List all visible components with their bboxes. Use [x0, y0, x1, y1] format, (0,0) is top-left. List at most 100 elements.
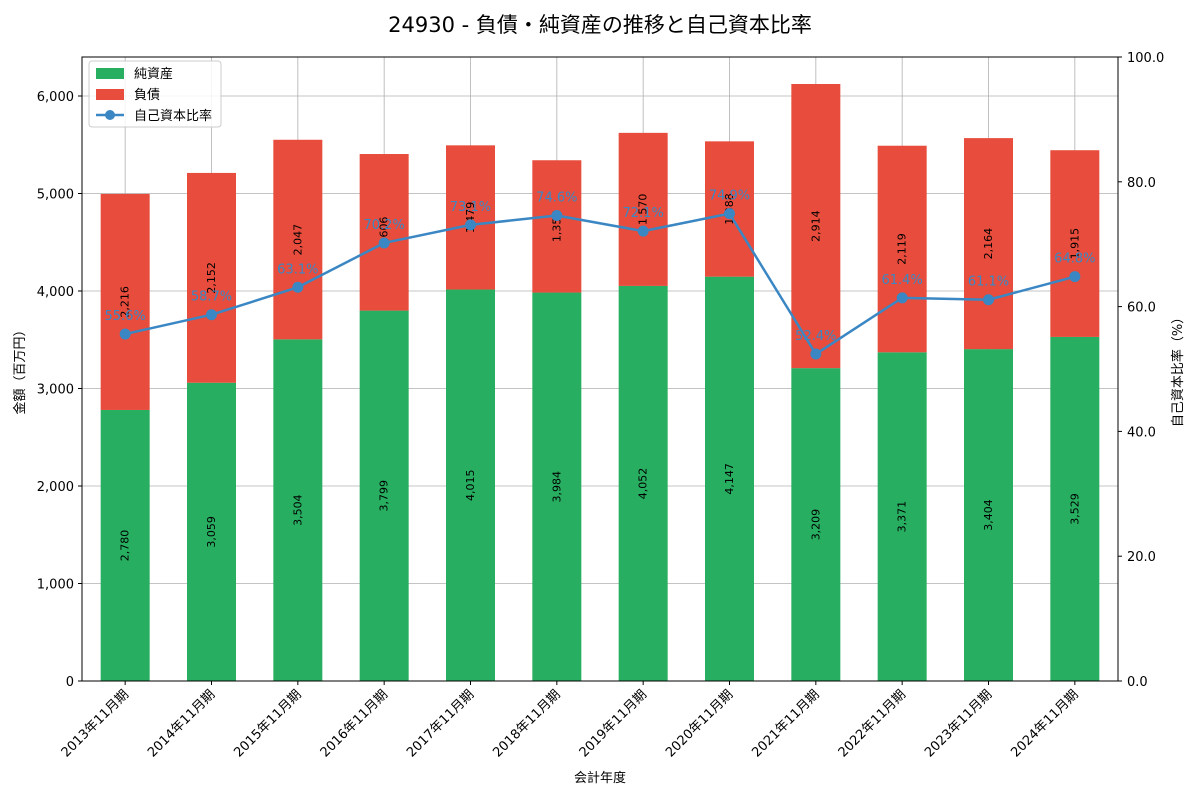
legend-swatch-net-assets [96, 68, 124, 79]
x-tick-label-10: 2023年11月期 [922, 687, 995, 760]
bars-layer [100, 84, 1100, 681]
bar-label-net-assets-3: 3,799 [378, 480, 391, 512]
equity-ratio-label-7: 74.9% [709, 189, 750, 204]
y2-tick-label-3: 60.0 [1127, 301, 1156, 316]
bar-label-net-assets-11: 3,529 [1068, 493, 1081, 525]
equity-ratio-point-8 [810, 348, 822, 360]
x-tick-label-9: 2022年11月期 [836, 687, 909, 760]
bar-net-assets-8 [791, 368, 841, 681]
bar-liabilities-9 [877, 145, 927, 353]
equity-ratio-point-5 [551, 209, 563, 221]
x-tick-label-3: 2016年11月期 [318, 687, 391, 760]
equity-ratio-label-3: 70.2% [364, 218, 405, 233]
x-tick-label-2: 2015年11月期 [231, 687, 304, 760]
bar-label-net-assets-1: 3,059 [205, 516, 218, 548]
legend-label-net-assets: 純資産 [134, 66, 173, 82]
equity-ratio-label-1: 58.7% [191, 290, 232, 305]
y-tick-label-3: 3,000 [37, 383, 74, 398]
bar-liabilities-6 [618, 132, 668, 286]
x-tick-label-6: 2019年11月期 [577, 687, 650, 760]
equity-ratio-point-4 [465, 219, 476, 231]
x-tick-label-5: 2018年11月期 [490, 687, 563, 760]
bar-net-assets-2 [273, 339, 323, 681]
equity-ratio-line [124, 212, 1076, 356]
y2-tick-label-4: 80.0 [1127, 176, 1156, 191]
y2-tick-label-0: 0.0 [1127, 675, 1148, 690]
bar-liabilities-2 [273, 139, 323, 340]
legend: 純資産 負債 自己資本比率 [88, 60, 222, 128]
x-tick-label-0: 2013年11月期 [59, 687, 132, 760]
equity-ratio-point-3 [378, 237, 390, 249]
bar-label-net-assets-9: 3,371 [896, 501, 909, 533]
bar-net-assets-7 [705, 276, 754, 681]
bar-liabilities-1 [187, 172, 236, 383]
x-tick-label-1: 2014年11月期 [145, 687, 218, 760]
y-tick-label-6: 6,000 [37, 90, 74, 105]
bar-label-liabilities-10: 2,164 [982, 228, 995, 259]
x-axis-label: 会計年度 [574, 770, 626, 786]
bar-label-net-assets-8: 3,209 [809, 509, 822, 541]
equity-ratio-label-6: 72.1% [623, 206, 664, 221]
bar-label-net-assets-10: 3,404 [982, 499, 995, 531]
x-tick-label-7: 2020年11月期 [663, 687, 736, 760]
chart-title: 24930 - 負債・純資産の推移と自己資本比率 [388, 13, 812, 37]
equity-ratio-label-0: 55.6% [105, 309, 146, 324]
bar-liabilities-8 [791, 84, 841, 369]
x-tick-label-8: 2021年11月期 [749, 687, 822, 760]
bar-net-assets-3 [359, 310, 409, 681]
grid-layer [82, 57, 1118, 682]
legend-label-liabilities: 負債 [134, 88, 160, 103]
equity-ratio-label-2: 63.1% [277, 262, 318, 277]
y-axis-label: 金額（百万円） [12, 323, 28, 414]
equity-ratio-point-10 [983, 294, 994, 306]
equity-ratio-point-2 [292, 281, 304, 293]
bar-net-assets-4 [446, 289, 495, 681]
bar-liabilities-3 [359, 154, 409, 311]
y-tick-label-2: 2,000 [37, 480, 74, 495]
y-tick-label-4: 4,000 [37, 285, 74, 300]
y2-axis-label: 自己資本比率（%） [1170, 311, 1186, 427]
equity-ratio-point-6 [637, 225, 649, 237]
bar-label-liabilities-8: 2,914 [809, 210, 822, 242]
x-tick-label-4: 2017年11月期 [404, 687, 477, 760]
equity-ratio-point-0 [119, 328, 131, 340]
equity-ratio-label-9: 61.4% [882, 273, 923, 288]
y-tick-label-5: 5,000 [37, 188, 74, 203]
equity-ratio-label-8: 52.4% [795, 329, 836, 344]
y-tick-label-1: 1,000 [37, 578, 74, 593]
line-layer: 55.6% 58.7% 63.1% 70.2% 73.1% 74.6% 72.1% 74.9%… [105, 189, 1095, 360]
bar-label-liabilities-9: 2,119 [896, 233, 909, 265]
y-tick-label-0: 0 [66, 675, 74, 690]
equity-ratio-label-5: 74.6% [536, 190, 577, 205]
bar-label-liabilities-0: 2,216 [119, 286, 132, 318]
x-tick-label-11: 2024年11月期 [1008, 687, 1081, 760]
bar-label-net-assets-2: 3,504 [291, 494, 304, 526]
bar-label-net-assets-7: 4,147 [723, 463, 736, 495]
equity-ratio-point-11 [1069, 271, 1081, 283]
y2-tick-label-2: 40.0 [1127, 425, 1156, 440]
equity-ratio-label-10: 61.1% [968, 275, 1009, 290]
equity-ratio-label-4: 73.1% [450, 200, 491, 215]
bar-liabilities-10 [964, 138, 1013, 350]
bar-liabilities-0 [100, 193, 150, 410]
bar-liabilities-5 [532, 160, 582, 293]
bar-label-liabilities-1: 2,152 [205, 262, 218, 294]
bar-label-net-assets-4: 4,015 [464, 470, 477, 502]
legend-swatch-liabilities [96, 89, 124, 100]
bar-net-assets-5 [532, 292, 582, 681]
equity-ratio-point-9 [896, 292, 908, 304]
bar-net-assets-10 [964, 349, 1013, 681]
equity-ratio-point-1 [206, 309, 217, 321]
legend-label-equity-ratio: 自己資本比率 [134, 108, 212, 124]
equity-ratio-label-11: 64.8% [1054, 252, 1095, 267]
bar-label-liabilities-6: 1,570 [637, 194, 650, 226]
bar-label-liabilities-2: 2,047 [291, 224, 304, 256]
bar-net-assets-6 [618, 285, 668, 681]
bar-net-assets-9 [877, 352, 927, 681]
bar-net-assets-11 [1050, 336, 1100, 681]
y2-tick-label-5: 100.0 [1127, 51, 1164, 66]
legend-marker-equity-ratio [105, 110, 115, 120]
bar-label-net-assets-6: 4,052 [637, 468, 650, 500]
